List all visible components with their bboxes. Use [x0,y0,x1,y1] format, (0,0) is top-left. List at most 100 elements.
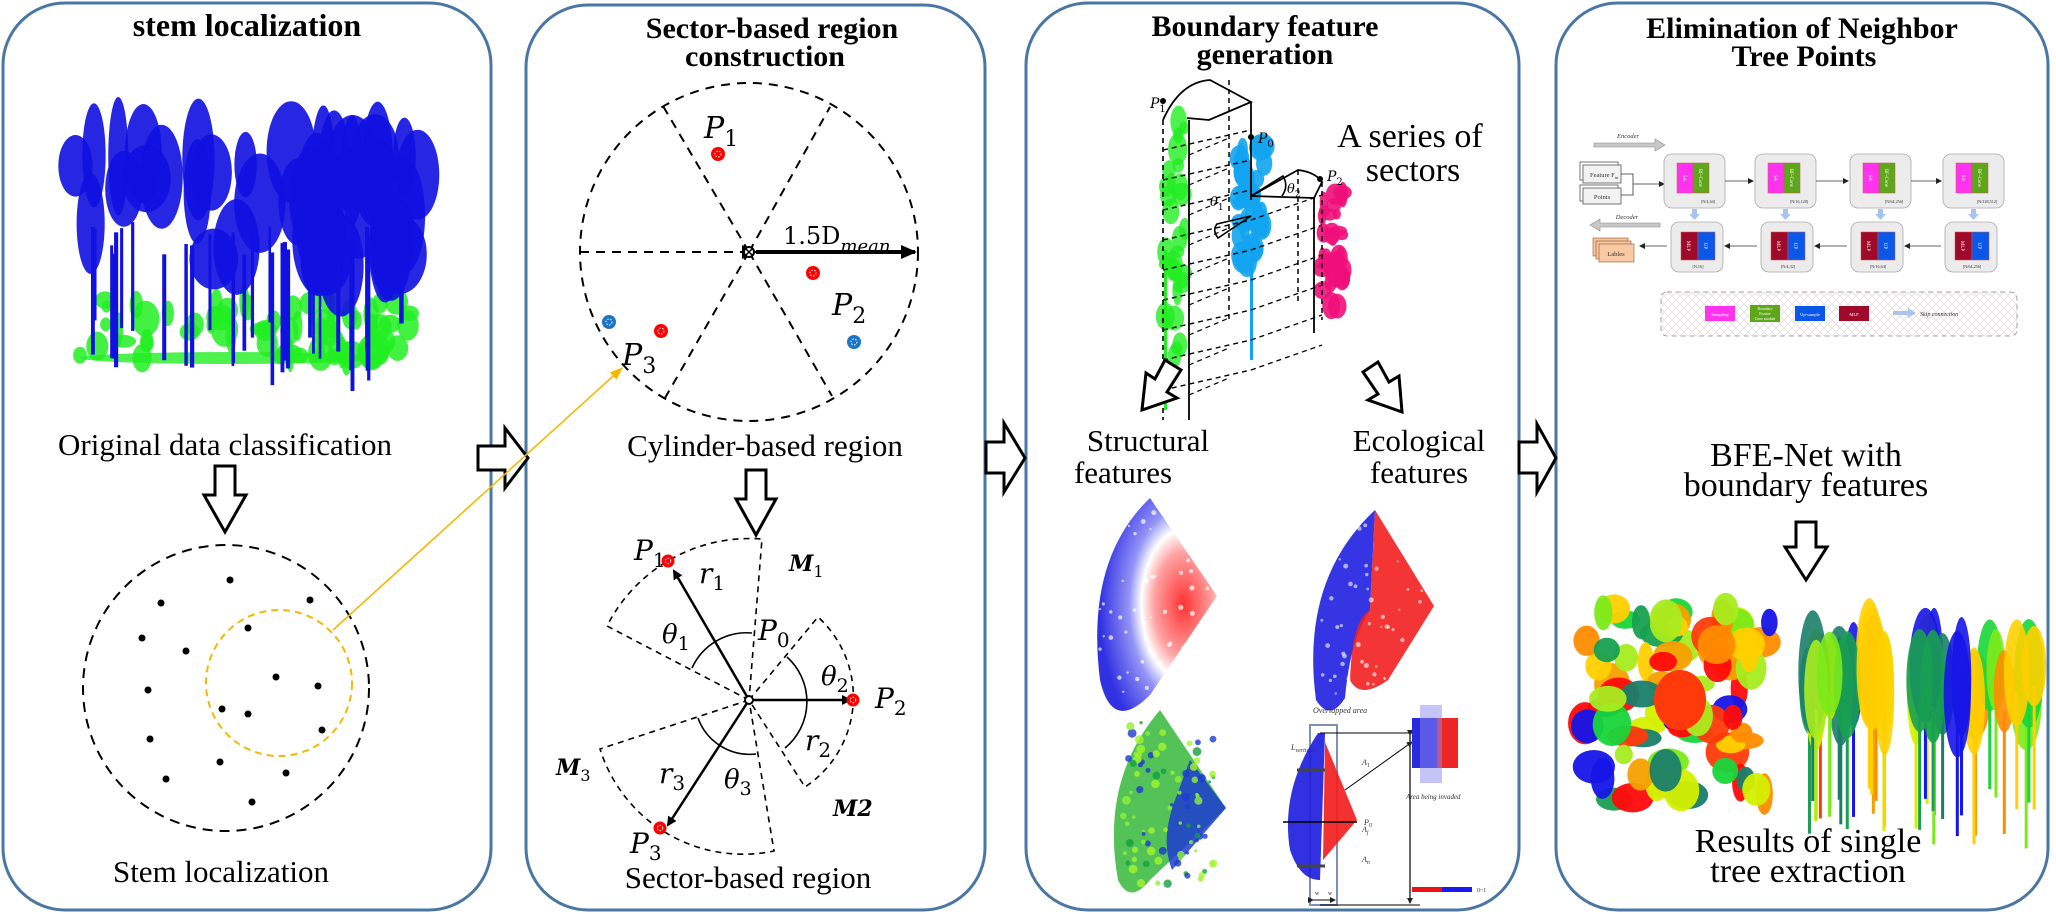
tree-crown [1614,744,1633,765]
bfconv-label: BF-Conv [1697,169,1702,188]
tree-crown [1723,704,1743,730]
cyl-p1-label: P1 [703,111,738,152]
tree-trunk [1874,685,1878,801]
sector-m3 [599,698,775,856]
ecological-label-line1: Ecological [1353,423,1486,458]
r1-label: r1 [699,557,725,595]
sector-divider [748,251,833,397]
bfconv-label: BF-Conv [1883,169,1888,188]
stem-point [226,576,234,584]
theta3-label: θ3 [724,765,752,800]
cyl3-p2-label: P2 [1326,169,1343,188]
series-label-line1: A series of [1337,118,1483,155]
theta2-wedge [1250,174,1287,197]
mlp-label: MLP [1959,241,1964,252]
p0-eco-label: P0 [1363,818,1372,829]
points-input-box [1582,187,1622,205]
zoom-connector-line [332,367,623,631]
tree-trunk [1955,714,1959,837]
stem-point [218,705,226,713]
r1-arrow [672,569,751,701]
sa-label: SA [1867,175,1872,182]
stem-region-circle [82,544,370,832]
theta3-arc [697,717,757,756]
cyl3-p0-label: P0 [1257,131,1274,150]
center-cross [744,247,754,257]
red-neighbor-point [806,266,820,280]
tree-trunk [1818,699,1822,819]
tree-trunk [1871,690,1875,814]
m1-label: M1 [788,551,824,581]
flow-arrow-2-icon [984,417,1027,498]
tree-crown [1649,749,1682,792]
ecological-label-line2: features [1370,455,1468,490]
stem-point [248,798,256,806]
m3-label: M3 [555,755,591,785]
theta1-label: θ1 [662,620,690,655]
tree-crown [1943,630,1971,758]
tree-trunk [1923,685,1927,799]
encoder-arrow-icon [1593,138,1666,152]
diag-arrow-left-icon [1140,357,1184,413]
r3-label: r3 [659,757,685,795]
p0-marker [1248,134,1254,140]
an-label: An [1361,855,1370,866]
sector-neighbor-point [653,821,667,835]
panel2-caption-mid: Cylinder-based region [627,428,903,463]
tree-crown [2003,619,2030,726]
blue-neighbor-point [847,335,861,349]
cyl3-p1-label: P1 [1149,96,1166,115]
tree-trunk [2002,711,2006,834]
stem-highlight-circle [205,609,353,757]
tree-crown [1631,605,1651,639]
diag-arrow-right-icon [1360,359,1404,415]
skip-arrow-icon [1780,209,1791,220]
legend-mlp: MLP [1849,312,1859,317]
tree-crown [1592,702,1632,747]
panel1-caption-top: Original data classification [58,427,392,462]
tree-crown [1614,643,1639,672]
tree-crown [1761,608,1778,637]
panel2-caption-bottom: Sector-based region [625,860,872,895]
sa-label: SA [1772,175,1777,182]
flow-arrow-1-icon [476,423,530,493]
column-outline [1162,79,1254,121]
tree-trunk [2032,686,2036,810]
tree-crown [1742,773,1771,806]
theta2-label: θ2 [821,662,849,697]
skip-arrow-icon [1968,209,1979,220]
decoder-dim-label: [N,16] [1692,264,1704,270]
tree-crown [1816,631,1843,716]
tree-trunk [1807,709,1811,834]
stem-point [244,710,252,718]
panel4-caption-mid-line2: boundary features [1684,467,1929,504]
stem-point [157,599,165,607]
p1-marker [1160,98,1166,104]
labels-label: Lables [1607,251,1625,258]
sec-p2-label: P2 [874,682,907,720]
structural-label-line2: features [1074,455,1172,490]
p2-marker [1317,176,1323,182]
tree-trunk [1914,709,1918,829]
legend-bf-line2: Feature [1759,312,1771,316]
decoder-arrow-icon [1589,218,1661,232]
cyl3-t1-label: θ1 [1210,195,1224,213]
panel1-title: stem localization [133,7,362,43]
sector-neighbor-point [846,693,860,707]
tree-crown [1713,592,1739,626]
top-view-segmentation-result [1568,592,1781,815]
tree-crown [1627,758,1654,791]
sector-divider [664,251,750,399]
stem-point [182,647,190,655]
m2-label: M2 [832,796,873,822]
tree-crown [1649,599,1683,643]
tree-crown [1637,642,1654,682]
lvertical-label: Lvertical [1290,743,1314,754]
stem-point [306,596,314,604]
stem-point [138,634,146,642]
tree-trunk [2024,718,2028,849]
overlapped-label: Overlapped area [1313,706,1367,715]
sector-region-diagram: P1 P0 P2 P3 r1 r2 r3 θ1 θ2 θ3 M1 M2 M3 [555,534,907,865]
encoder-dim-label: [N/16,128] [1790,199,1809,205]
sa-label: SA [1681,175,1686,182]
